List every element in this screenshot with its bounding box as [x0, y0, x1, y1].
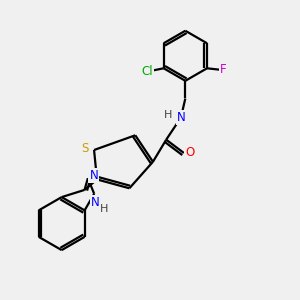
Text: Cl: Cl: [142, 65, 153, 78]
Text: N: N: [91, 196, 100, 209]
Text: O: O: [185, 146, 194, 159]
Text: H: H: [164, 110, 172, 120]
Text: F: F: [220, 63, 226, 76]
Text: H: H: [100, 204, 109, 214]
Text: N: N: [89, 169, 98, 182]
Text: N: N: [176, 111, 185, 124]
Text: S: S: [82, 142, 89, 155]
